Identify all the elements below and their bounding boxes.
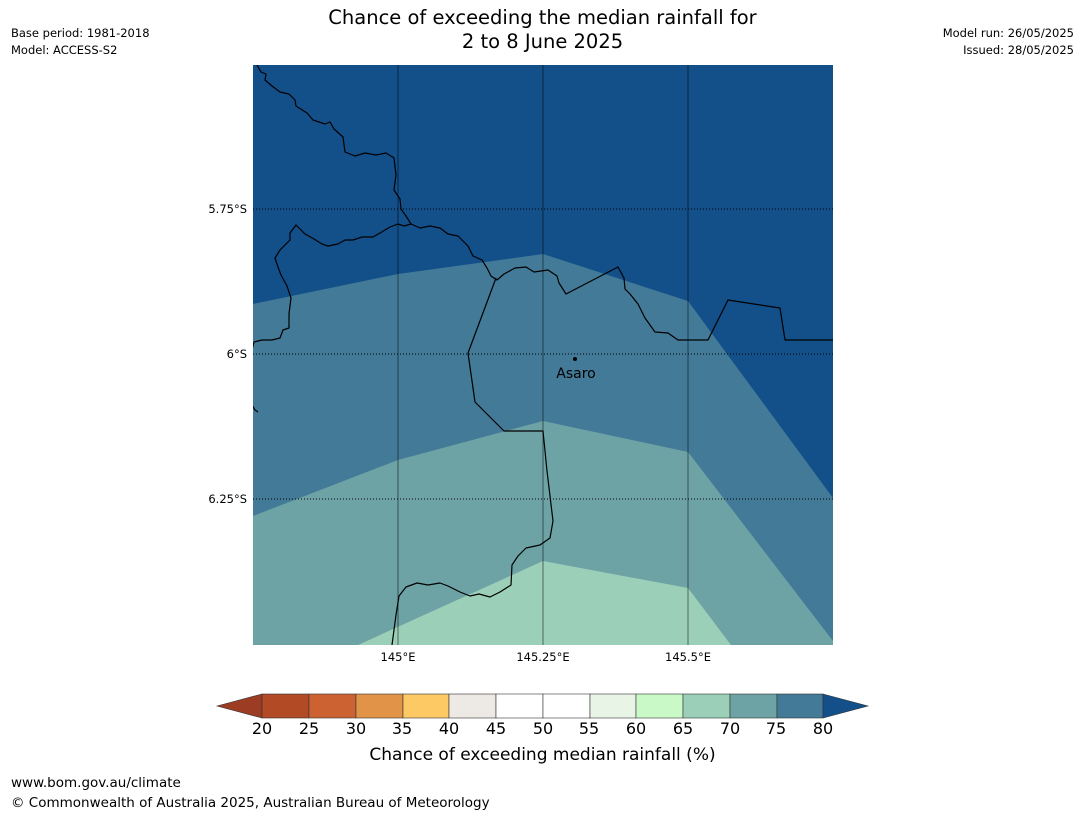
colorbar-extend-below xyxy=(215,693,263,719)
colorbar-tick-25: 25 xyxy=(298,719,320,738)
asaro-label: Asaro xyxy=(556,366,595,382)
colorbar-75-80 xyxy=(776,693,824,719)
colorbar-20-25 xyxy=(261,693,310,719)
graticule-parallels xyxy=(253,208,833,500)
colorbar-50-55 xyxy=(542,693,591,719)
model-info: Base period: 1981-2018 Model: ACCESS-S2 xyxy=(11,25,150,59)
asaro-marker xyxy=(573,357,577,361)
lon-label-145-25e: 145.25°E xyxy=(516,650,570,664)
colorbar-label: Chance of exceeding median rainfall (%) xyxy=(369,745,716,765)
zone-65-70 xyxy=(358,561,731,645)
colorbar-tick-40: 40 xyxy=(438,719,460,738)
lon-label-145e: 145°E xyxy=(380,650,416,664)
colorbar xyxy=(215,693,870,719)
title-line-1: Chance of exceeding the median rainfall … xyxy=(328,6,757,29)
colorbar-tick-30: 30 xyxy=(345,719,367,738)
lat-label-5-75s: 5.75°S xyxy=(208,202,247,216)
base-period: Base period: 1981-2018 xyxy=(11,26,150,40)
colorbar-tick-35: 35 xyxy=(391,719,413,738)
lon-label-145-5e: 145.5°E xyxy=(665,650,711,664)
province-boundaries xyxy=(253,65,833,645)
colorbar-55-60 xyxy=(589,693,637,719)
model-run-date: Model run: 26/05/2025 xyxy=(942,26,1074,40)
map-title: Chance of exceeding the median rainfall … xyxy=(0,6,1085,54)
graticule-meridians xyxy=(397,65,689,645)
colorbar-65-70 xyxy=(682,693,731,719)
lat-label-6-25s: 6.25°S xyxy=(208,492,247,506)
colorbar-35-40 xyxy=(402,693,450,719)
model-name: Model: ACCESS-S2 xyxy=(11,43,118,57)
colorbar-tick-50: 50 xyxy=(532,719,554,738)
colorbar-tick-65: 65 xyxy=(672,719,694,738)
title-line-2: 2 to 8 June 2025 xyxy=(461,30,624,53)
website-link[interactable]: www.bom.gov.au/climate xyxy=(11,775,181,791)
run-info: Model run: 26/05/2025 Issued: 28/05/2025 xyxy=(943,25,1074,59)
colorbar-tick-55: 55 xyxy=(578,719,600,738)
colorbar-45-50 xyxy=(495,693,544,719)
colorbar-30-35 xyxy=(355,693,404,719)
colorbar-tick-75: 75 xyxy=(765,719,787,738)
colorbar-extend-above xyxy=(822,693,870,719)
colorbar-tick-20: 20 xyxy=(251,719,273,738)
issued-date: Issued: 28/05/2025 xyxy=(963,43,1074,57)
colorbar-tick-45: 45 xyxy=(485,719,507,738)
colorbar-40-45 xyxy=(448,693,497,719)
colorbar-tick-60: 60 xyxy=(625,719,647,738)
colorbar-70-75 xyxy=(729,693,778,719)
lat-label-6s: 6°S xyxy=(226,347,247,361)
colorbar-25-30 xyxy=(308,693,357,719)
colorbar-tick-80: 80 xyxy=(812,719,834,738)
colorbar-tick-70: 70 xyxy=(719,719,741,738)
copyright-notice: © Commonwealth of Australia 2025, Austra… xyxy=(11,795,490,811)
colorbar-60-65 xyxy=(635,693,684,719)
